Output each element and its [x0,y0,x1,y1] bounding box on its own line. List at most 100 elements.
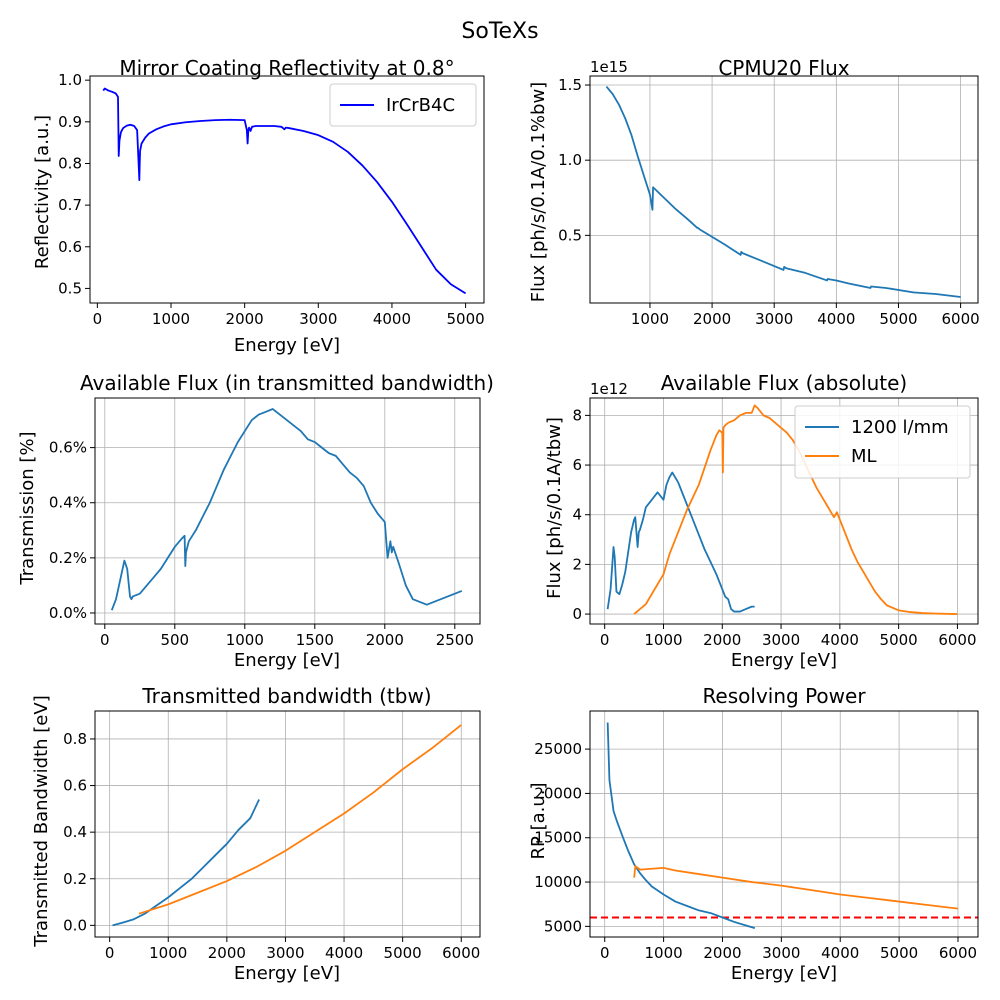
y-tick-label: 0.9 [58,113,82,131]
y-axis-label: Transmission [%] [17,431,38,585]
y-tick-label: 0.6% [49,439,87,457]
x-axis-label: Energy [eV] [234,963,340,984]
transmission-subplot: 0 500 1000 1500 2000 2500 0.0% 0.2% 0.4% 0.6% Ava… [17,371,494,671]
subplot-title: Available Flux (absolute) [661,371,907,395]
y-tick-label: 0.0% [49,604,87,622]
x-tick-label: 3000 [299,310,337,328]
series-line-1 [606,722,756,930]
legend-label: 1200 l/mm [851,417,949,438]
legend-frame [794,405,971,479]
x-tick-label: 3000 [755,310,793,328]
x-tick-label: 0 [105,944,115,962]
x-tick-label: 1000 [645,944,683,962]
x-tick-label: 1000 [631,310,669,328]
x-tick-label: 2500 [436,631,474,649]
x-tick-label: 6000 [939,944,977,962]
axes-frame [589,710,979,938]
x-tick-label: 4000 [373,310,411,328]
y-tick-label: 0 [572,605,582,623]
plot-area: 0 1000 2000 3000 4000 5000 6000 5000 10000 15000 2… [534,710,979,962]
x-tick-label: 4000 [817,310,855,328]
y-axis-label: Flux [ph/s/0.1A/tbw] [544,417,565,599]
y-tick-label: 25000 [534,740,582,758]
x-tick-label: 1000 [644,631,682,649]
series-line-2 [138,724,462,915]
y-tick-label: 1.0 [558,151,582,169]
x-tick-label: 2000 [703,631,741,649]
y-tick-label: 20000 [534,784,582,802]
x-tick-label: 3000 [266,944,304,962]
series-line-1 [605,85,961,298]
y-tick-label: 0.2 [63,870,87,888]
series-group [590,722,978,930]
series-group [605,85,961,298]
x-tick-label: 6000 [442,944,480,962]
y-offset-text: 1e12 [590,380,628,398]
subplot-title: Mirror Coating Reflectivity at 0.8° [119,56,454,80]
x-tick-label: 0 [600,944,610,962]
axes-frame [589,75,979,304]
subplot-title: CPMU20 Flux [718,56,849,80]
y-axis-label: RP [a.u.] [528,782,549,859]
x-tick-label: 0 [600,631,610,649]
series-line-2 [633,404,958,615]
x-tick-label: 2000 [208,944,246,962]
resolving-power-subplot: 0 1000 2000 3000 4000 5000 6000 5000 10000 15000 2… [528,684,979,984]
plot-area: 0 1000 2000 3000 4000 5000 6000 0.0 0.2 0.4 0.6 0.8 [63,710,481,962]
y-tick-label: 0.8 [58,154,82,172]
y-tick-label: 0.5 [558,226,582,244]
x-tick-label: 5000 [446,310,484,328]
x-tick-label: 1000 [226,631,264,649]
x-axis-label: Energy [eV] [731,963,837,984]
y-tick-label: 0.4% [49,494,87,512]
axes-frame [94,397,481,625]
y-tick-label: 4 [572,506,582,524]
series-line-1 [112,799,260,927]
x-axis-label: Energy [eV] [731,650,837,671]
y-tick-label: 0.4 [63,823,87,841]
x-tick-label: 0 [100,631,110,649]
x-axis-label: Energy [eV] [234,335,340,356]
series-line-1 [606,471,755,613]
y-tick-label: 6 [572,456,582,474]
legend: 1200 l/mm ML [794,405,971,479]
y-tick-label: 0.6 [58,238,82,256]
y-tick-label: 0.2% [49,549,87,567]
y-axis-label: Transmitted Bandwidth [eV] [31,695,52,947]
series-group [112,724,462,927]
legend-frame [329,83,477,127]
y-tick-label: 2 [572,555,582,573]
series-line-1 [110,408,463,611]
x-tick-label: 1000 [152,310,190,328]
axes-frame [589,397,979,625]
absolute-flux-subplot: 0 1000 2000 3000 4000 5000 6000 0 2 4 6 8 Available… [544,371,979,671]
series-line-1 [102,87,467,295]
reflectivity-subplot: 0 1000 2000 3000 4000 50000.50.60.70.80.91.0 … [32,56,485,356]
x-tick-label: 1500 [296,631,334,649]
y-tick-label: 1.5 [558,76,582,94]
x-tick-label: 4000 [325,944,363,962]
subplot-title: Resolving Power [702,684,866,708]
x-tick-label: 2000 [226,310,264,328]
y-tick-label: 0.8 [63,730,87,748]
y-axis-label: Flux [ph/s/0.1A/0.1%bw] [528,82,549,302]
x-tick-label: 3000 [762,944,800,962]
series-group [102,87,467,295]
plot-area: 0 1000 2000 3000 4000 5000 0.5 0.6 0.7 0.8 0.9 1.0 [58,71,485,328]
y-offset-text: 1e15 [590,58,628,76]
plot-area: 0 1000 2000 3000 4000 5000 6000 0 2 4 6 8 [572,397,979,649]
bandwidth-subplot: 0 1000 2000 3000 4000 5000 6000 0.0 0.2 0.4 0.6 0.8… [31,684,481,984]
x-tick-label: 1000 [149,944,187,962]
x-tick-label: 5000 [384,944,422,962]
subplot-title: Available Flux (in transmitted bandwidth… [80,371,494,395]
y-tick-label: 0.7 [58,196,82,214]
subplot-title: Transmitted bandwidth (tbw) [141,684,431,708]
y-tick-label: 0.5 [58,279,82,297]
x-tick-label: 0 [93,310,103,328]
x-tick-label: 6000 [942,310,980,328]
x-tick-label: 6000 [938,631,976,649]
cpmu20-subplot: 1000 2000 3000 4000 5000 6000 0.5 1.0 1.5 CPMU20… [528,56,980,328]
x-tick-label: 2000 [693,310,731,328]
x-tick-label: 4000 [821,631,859,649]
x-tick-label: 3000 [762,631,800,649]
